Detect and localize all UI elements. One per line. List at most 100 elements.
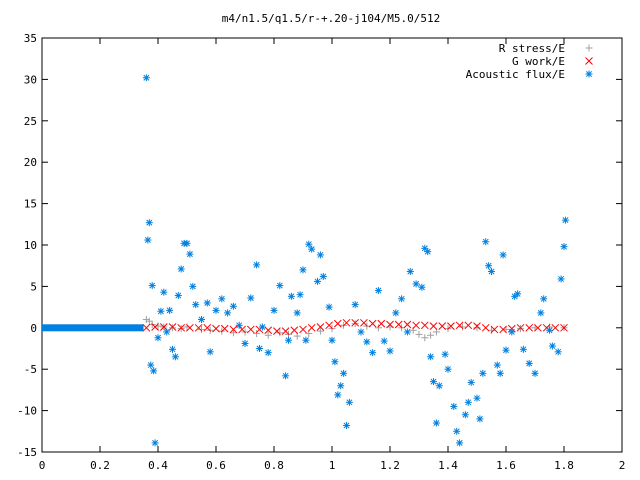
data-point [351,301,359,309]
data-point [455,321,464,330]
data-point [380,337,388,345]
data-point [525,359,533,367]
data-point [429,322,438,330]
data-point [438,322,447,330]
data-point [473,394,481,402]
data-point [235,321,243,329]
data-point [374,287,382,295]
data-point [447,322,455,330]
data-point [270,306,278,314]
data-point [183,239,191,247]
data-point [418,283,426,291]
data-point [276,329,284,337]
data-point [264,326,273,335]
data-point [186,250,194,258]
x-tick-label: 0.2 [90,459,110,472]
data-point [525,323,534,332]
data-point [537,309,545,317]
data-point [171,353,179,361]
data-point [337,382,345,390]
data-point [340,369,348,377]
data-point [534,323,542,332]
data-point [177,323,186,332]
data-point [325,303,333,311]
data-point [293,309,301,317]
y-tick-label: -10 [17,405,37,418]
data-point [432,419,440,427]
acoustic-flux-baseline [42,324,144,332]
data-point [316,327,324,335]
data-point [145,219,153,227]
data-point [166,306,174,314]
data-point [561,216,569,224]
data-point [333,319,342,328]
data-point [517,325,524,333]
data-point [276,282,284,290]
y-tick-label: 5 [30,280,37,293]
data-point [456,439,464,447]
data-point [392,309,400,317]
data-point [157,307,165,315]
data-point [351,318,360,327]
data-point [212,324,220,333]
data-point [464,321,473,330]
data-point [319,272,327,280]
data-point [386,347,394,355]
data-point [343,422,350,430]
data-point [316,323,325,331]
data-point [464,398,472,406]
data-point [435,382,443,390]
data-point [314,277,321,285]
data-point [253,330,261,338]
data-point [299,325,307,334]
data-point [142,316,150,324]
data-point [287,292,295,300]
data-point [150,367,158,375]
y-tick-label: 35 [24,32,37,45]
data-point [516,323,525,332]
data-point [144,236,152,244]
y-tick-label: 20 [24,156,37,169]
data-point [325,321,333,330]
data-point [308,245,316,253]
data-point [450,402,458,410]
x-tick-label: 1.8 [554,459,574,472]
data-point [163,328,171,336]
legend-label: G work/E [512,55,565,68]
data-point [238,325,246,334]
data-point [461,411,469,419]
data-point [177,265,185,273]
data-point [496,369,504,377]
data-point [203,323,212,332]
data-point [212,306,220,314]
data-point [194,323,203,332]
data-point [467,378,475,386]
data-point [427,331,435,339]
data-point [151,439,159,447]
data-point [499,325,507,334]
data-point [307,323,316,332]
data-point [368,319,377,328]
data-point [220,324,229,333]
data-point [169,324,176,332]
data-point [394,320,403,329]
data-point [189,282,197,290]
legend-marker [585,70,593,78]
acoustic-flux-baseline-band [42,324,144,332]
data-point [444,365,452,373]
data-point [502,346,510,354]
x-tick-label: 1.6 [496,459,516,472]
x-tick-label: 0.4 [148,459,168,472]
data-point [229,325,238,334]
data-point [488,267,495,275]
data-point [273,327,281,335]
data-point [192,301,200,309]
data-point [198,316,205,324]
legend-label: R stress/E [499,42,565,55]
plot-frame [41,37,623,453]
data-point [415,330,423,338]
data-point [412,321,420,330]
data-point [264,331,272,339]
legend-label: Acoustic flux/E [466,68,565,81]
data-point [374,324,382,332]
